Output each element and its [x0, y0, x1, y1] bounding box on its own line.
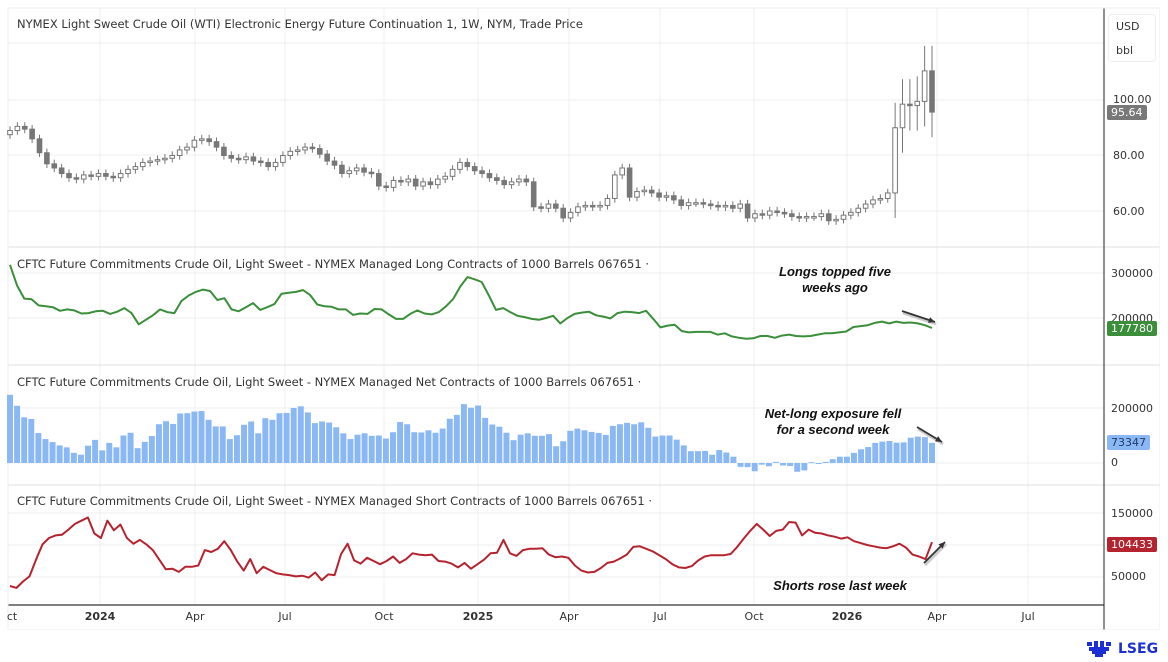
x-tick-2026-9: 2026 — [831, 610, 863, 623]
long-annotation: Longs topped five weeks ago — [775, 264, 895, 296]
net-annotation: Net-long exposure fell for a second week — [758, 406, 908, 438]
unit-label: bbl — [1116, 44, 1134, 57]
price-last-value-badge: 95.64 — [1107, 105, 1147, 120]
currency-unit-box[interactable]: USD bbl — [1108, 14, 1156, 62]
x-tick-apr-6: Apr — [559, 610, 579, 623]
long-annotation-line-2: weeks ago — [802, 280, 868, 295]
x-tick-oct-8: Oct — [744, 610, 764, 623]
brand-name: LSEG — [1118, 641, 1159, 657]
net-tick-0: 0 — [1111, 456, 1118, 469]
price-pane-title: NYMEX Light Sweet Crude Oil (WTI) Electr… — [17, 17, 583, 31]
x-tick-jul-11: Jul — [1021, 610, 1035, 623]
short-tick-50000: 50000 — [1111, 570, 1146, 583]
chart-frame: NYMEX Light Sweet Crude Oil (WTI) Electr… — [0, 0, 1160, 630]
x-tick-2025-5: 2025 — [462, 610, 494, 623]
price-tick-100: 100.00 — [1113, 93, 1152, 106]
short-annotation: Shorts rose last week — [765, 578, 915, 594]
long-annotation-line-1: Longs topped five — [779, 264, 891, 279]
x-tick-apr-2: Apr — [185, 610, 205, 623]
price-tick-60: 60.00 — [1113, 205, 1145, 218]
short-pane-title: CFTC Future Commitments Crude Oil, Light… — [17, 494, 653, 508]
lseg-crest-icon — [1087, 641, 1111, 657]
net-annotation-line-2: for a second week — [776, 422, 890, 437]
short-last-value-badge: 104433 — [1107, 537, 1157, 552]
x-tick-jul-7: Jul — [653, 610, 667, 623]
net-last-value-badge: 73347 — [1107, 435, 1150, 450]
lseg-logo: LSEG — [1086, 640, 1158, 658]
long-tick-300000: 300000 — [1111, 267, 1153, 280]
x-tick-apr-10: Apr — [927, 610, 947, 623]
net-tick-200000: 200000 — [1111, 402, 1153, 415]
x-tick-ct-0: ct — [6, 610, 18, 623]
long-last-value-badge: 177780 — [1107, 321, 1157, 336]
short-tick-150000: 150000 — [1111, 507, 1153, 520]
price-tick-80: 80.00 — [1113, 149, 1145, 162]
net-pane-title: CFTC Future Commitments Crude Oil, Light… — [17, 375, 642, 389]
currency-label: USD — [1116, 20, 1140, 33]
short-annotation-line-1: Shorts rose last week — [773, 578, 907, 593]
long-pane-title: CFTC Future Commitments Crude Oil, Light… — [17, 257, 649, 271]
net-annotation-line-1: Net-long exposure fell — [764, 406, 902, 421]
x-tick-oct-4: Oct — [374, 610, 394, 623]
chart-canvas[interactable] — [0, 0, 1160, 630]
x-tick-jul-3: Jul — [278, 610, 292, 623]
x-tick-2024-1: 2024 — [84, 610, 116, 623]
